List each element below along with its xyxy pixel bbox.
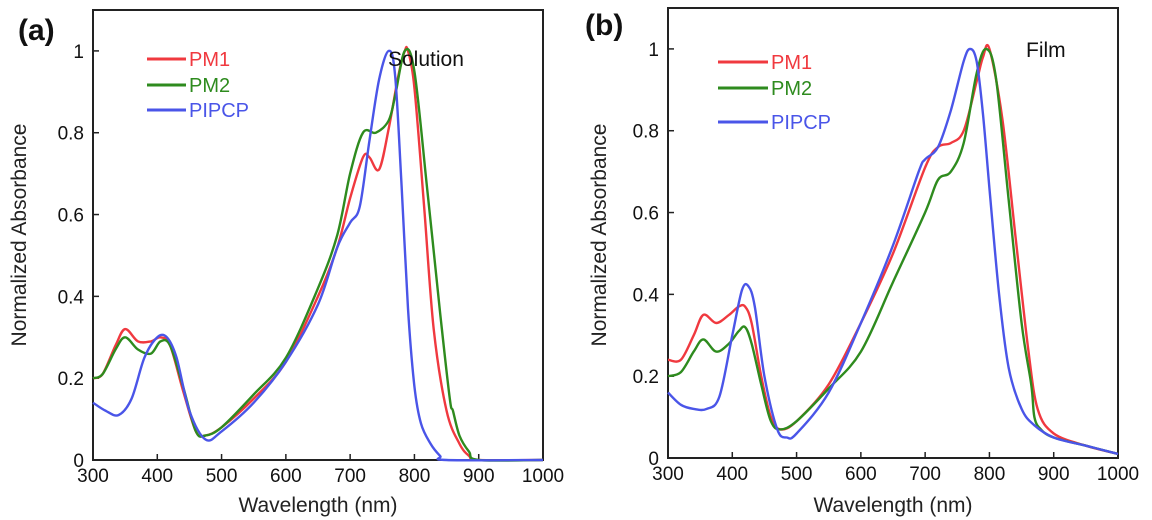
y-tick-label: 0.6 — [633, 204, 659, 225]
y-axis-label-a: Normalized Absorbance — [8, 124, 31, 347]
x-tick-label: 1000 — [522, 466, 564, 487]
y-tick-label: 0.2 — [633, 367, 659, 388]
legend-b: PM1 PM2 PIPCP — [718, 52, 831, 134]
x-tick-label: 300 — [652, 464, 684, 485]
ticks-a: 300 400 500 600 700 800 900 1000 0 0.2 0.4 0.6 0.8 1 — [58, 42, 565, 487]
y-tick-label: 0.4 — [633, 285, 660, 306]
x-tick-label: 700 — [909, 464, 941, 485]
y-tick-label: 1 — [648, 40, 659, 61]
series-line-pipcp — [667, 47, 1119, 456]
plot-frame-b — [667, 7, 1119, 459]
y-tick-label: 0.8 — [633, 122, 659, 143]
legend-label-pipcp: PIPCP — [189, 100, 249, 122]
legend-label-pipcp: PIPCP — [771, 112, 831, 134]
condition-label-solution: Solution — [388, 48, 464, 71]
x-tick-label: 1000 — [1097, 464, 1139, 485]
x-tick-label: 900 — [463, 466, 495, 487]
x-tick-label: 600 — [845, 464, 877, 485]
legend-label-pm2: PM2 — [189, 75, 230, 97]
y-axis-label-b: Normalized Absorbance — [588, 124, 611, 347]
chart-panel-b: (b) 300 400 500 600 700 800 900 1000 0 0.2 0.4 0.6 0… — [585, 7, 1140, 517]
legend-label-pm1: PM1 — [189, 49, 230, 71]
condition-label-film: Film — [1026, 39, 1066, 62]
y-tick-label: 0.2 — [58, 369, 84, 390]
panel-label-b: (b) — [585, 9, 623, 42]
x-tick-label: 500 — [781, 464, 813, 485]
x-tick-label: 700 — [334, 466, 366, 487]
ticks-b: 300 400 500 600 700 800 900 1000 0 0.2 0.4 0.6 0.8 1 — [633, 40, 1140, 485]
y-tick-label: 0 — [648, 449, 659, 470]
y-tick-label: 0 — [73, 451, 84, 472]
x-tick-label: 600 — [270, 466, 302, 487]
y-tick-label: 0.8 — [58, 124, 84, 145]
x-tick-label: 800 — [399, 466, 431, 487]
y-tick-label: 0.6 — [58, 206, 84, 227]
x-tick-label: 500 — [206, 466, 238, 487]
series-line-pm2 — [92, 47, 544, 462]
y-tick-label: 0.4 — [58, 287, 85, 308]
series-line-pm1 — [667, 43, 1119, 456]
series-line-pipcp — [92, 49, 544, 462]
legend-a: PM1 PM2 PIPCP — [147, 49, 249, 122]
x-axis-label-a: Wavelength (nm) — [238, 494, 397, 517]
x-tick-label: 400 — [716, 464, 748, 485]
plot-frame-a — [92, 9, 544, 461]
panel-label-a: (a) — [18, 14, 55, 47]
x-tick-label: 800 — [974, 464, 1006, 485]
x-tick-label: 900 — [1038, 464, 1070, 485]
legend-label-pm1: PM1 — [771, 52, 812, 74]
series-group-b — [667, 43, 1119, 456]
series-group-a — [92, 45, 544, 462]
chart-panel-a: (a) 300 400 500 600 700 800 900 1000 0 0.2 0.4 0.6 0… — [8, 9, 565, 517]
y-tick-label: 1 — [73, 42, 84, 63]
x-tick-label: 400 — [141, 466, 173, 487]
x-tick-label: 300 — [77, 466, 109, 487]
legend-label-pm2: PM2 — [771, 78, 812, 100]
x-axis-label-b: Wavelength (nm) — [813, 494, 972, 517]
